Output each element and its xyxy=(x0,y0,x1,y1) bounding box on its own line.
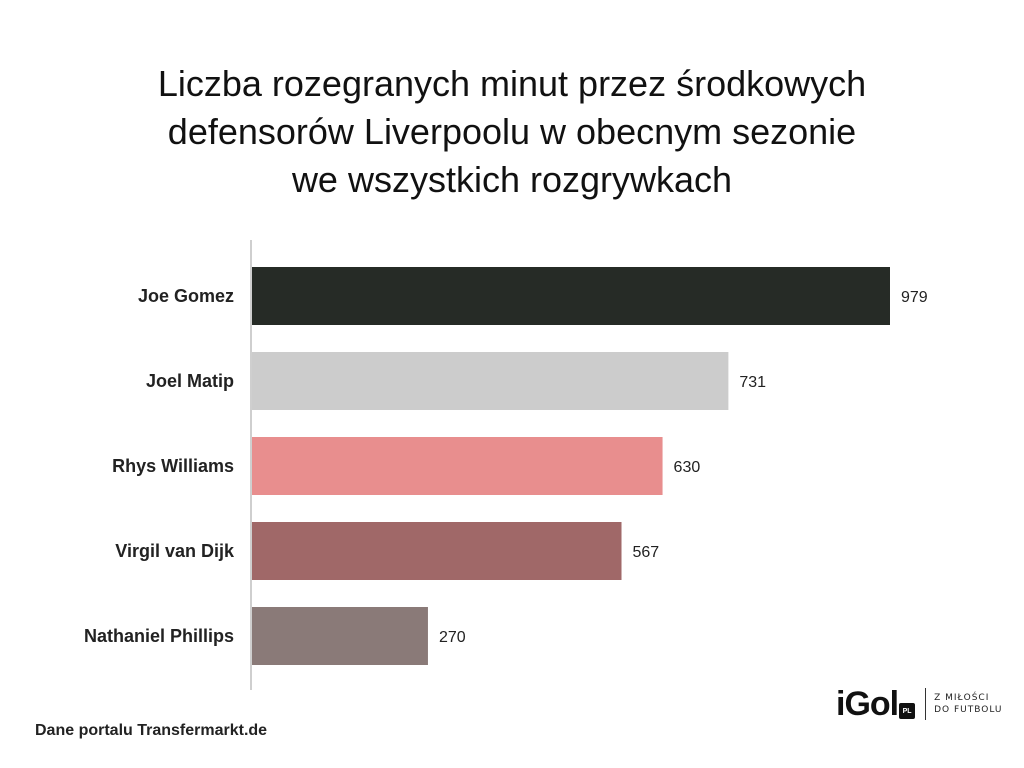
value-label: 979 xyxy=(901,289,928,306)
chart-title: Liczba rozegranych minut przez środkowyc… xyxy=(62,60,962,204)
logo-separator xyxy=(925,688,927,720)
igol-logo: iGol PL Z MIŁOŚCI DO FUTBOLU xyxy=(836,684,1003,724)
bar-nathaniel-phillips xyxy=(252,607,428,665)
bar-virgil-van-dijk xyxy=(252,522,622,580)
category-label: Joel Matip xyxy=(146,371,234,391)
source-note: Dane portalu Transfermarkt.de xyxy=(35,722,268,739)
value-label: 630 xyxy=(674,459,701,476)
logo-badge: PL xyxy=(899,703,916,719)
logo-tagline-line-1: Z MIŁOŚCI xyxy=(934,693,990,703)
bar-rhys-williams xyxy=(252,437,663,495)
category-label: Virgil van Dijk xyxy=(115,541,235,561)
logo-tagline: Z MIŁOŚCI DO FUTBOLU xyxy=(934,692,1002,716)
bar-joe-gomez xyxy=(252,267,890,325)
category-label: Joe Gomez xyxy=(138,286,234,306)
logo-tagline-line-2: DO FUTBOLU xyxy=(934,705,1003,715)
title-line-2: defensorów Liverpoolu w obecnym sezonie xyxy=(167,111,857,152)
logo-wordmark: iGol xyxy=(836,684,899,723)
title-line-3: we wszystkich rozgrywkach xyxy=(291,159,733,200)
value-label: 731 xyxy=(739,374,766,391)
value-label: 270 xyxy=(439,629,466,646)
bar-joel-matip xyxy=(252,352,729,410)
category-label: Rhys Williams xyxy=(112,456,234,476)
title-line-1: Liczba rozegranych minut przez środkowyc… xyxy=(157,63,867,104)
value-label: 567 xyxy=(633,544,660,561)
category-label: Nathaniel Phillips xyxy=(84,626,234,646)
